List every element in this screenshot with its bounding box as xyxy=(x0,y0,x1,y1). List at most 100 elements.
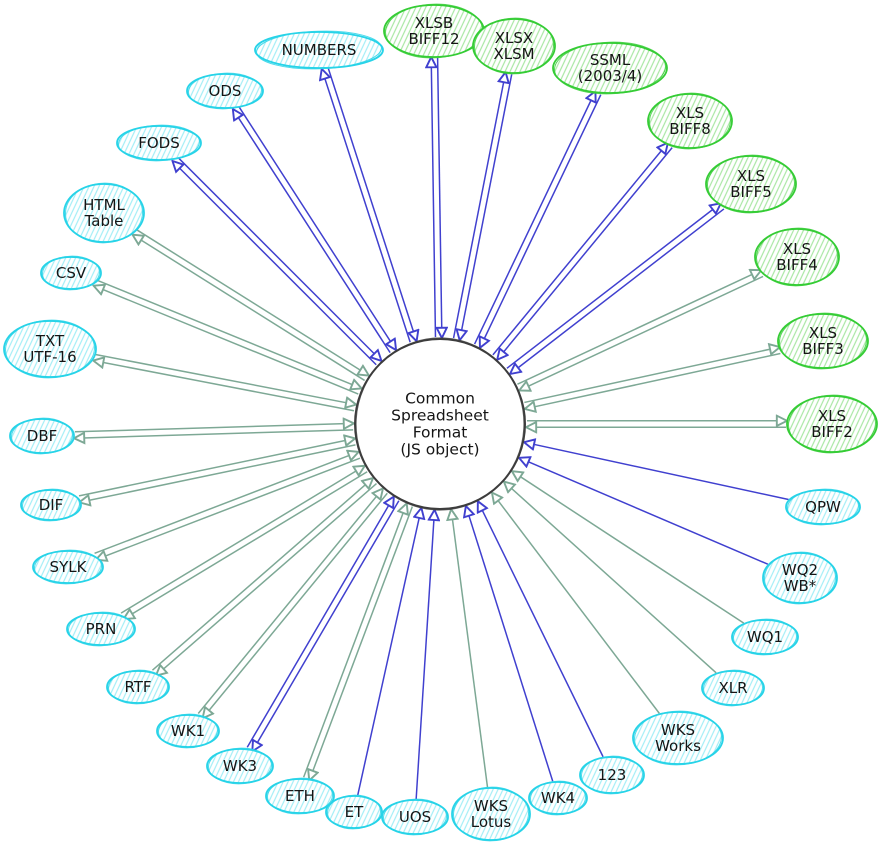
edge-write-wk3 xyxy=(253,500,400,751)
edge-read-xls-biff3 xyxy=(526,352,781,409)
edge-write-eth xyxy=(310,506,414,780)
node-wk3: WK3 xyxy=(206,747,274,785)
node-ellipse xyxy=(116,125,202,161)
node-ods: ODS xyxy=(186,72,264,110)
edge-read-fods xyxy=(177,156,381,360)
node-ellipse xyxy=(325,795,383,829)
node-label: SSML (2003/4) xyxy=(578,51,642,85)
node-ellipse-sketch xyxy=(188,72,262,110)
node-ellipse-sketch xyxy=(34,549,102,585)
edge-read-prn xyxy=(120,466,364,614)
edge-read-txt xyxy=(95,353,355,404)
edge-read-xls-biff4 xyxy=(520,275,764,390)
node-ellipse xyxy=(9,418,75,454)
node-ellipse-sketch xyxy=(108,669,168,705)
node-ellipse xyxy=(63,183,145,243)
node-ellipse xyxy=(647,93,733,149)
edge-read-xls-biff8 xyxy=(498,147,673,359)
node-label: NUMBERS xyxy=(282,41,357,59)
node-label: XLSX XLSM xyxy=(493,29,534,63)
node-ssml: SSML (2003/4) xyxy=(552,41,668,95)
node-xls-biff5: XLS BIFF5 xyxy=(705,154,797,214)
node-label: XLS BIFF3 xyxy=(802,324,844,358)
node-ellipse xyxy=(106,670,170,704)
center-label: Common Spreadsheet Format (JS object) xyxy=(391,390,489,459)
edge-read-ods xyxy=(238,106,396,349)
edge-write-dif xyxy=(80,444,356,502)
edge-read-dbf xyxy=(74,423,353,433)
edge-write-xlsb xyxy=(431,58,435,338)
node-label: ET xyxy=(345,803,364,821)
node-label: FODS xyxy=(138,134,180,152)
edge-read-xlsx xyxy=(460,74,513,339)
edge-write-prn xyxy=(124,471,368,619)
edge-read-dif xyxy=(78,439,354,497)
edge-read-eth xyxy=(302,504,407,778)
node-xls-biff2: XLS BIFF2 xyxy=(786,394,878,454)
edge-read-csv xyxy=(96,279,361,388)
node-ellipse xyxy=(381,799,449,835)
node-ellipse xyxy=(731,619,799,655)
node-ellipse-sketch xyxy=(42,255,100,291)
node-label: QPW xyxy=(805,498,841,516)
edge-write-xls-biff5 xyxy=(506,204,720,369)
edge-read-wk1 xyxy=(197,489,382,714)
edge-write-xls-biff8 xyxy=(492,144,667,356)
node-wk1: WK1 xyxy=(156,713,220,749)
node-label: UOS xyxy=(399,808,431,826)
node-xlsx: XLSX XLSM xyxy=(472,17,556,75)
node-ellipse xyxy=(762,552,838,604)
node-ellipse xyxy=(472,18,556,74)
edge-write-csv xyxy=(95,286,359,395)
node-ellipse xyxy=(254,31,384,69)
node-dif: DIF xyxy=(20,488,82,522)
node-ellipse-sketch xyxy=(787,488,859,526)
node-label: SYLK xyxy=(50,558,88,576)
node-ellipse-sketch xyxy=(327,794,381,830)
center-circle xyxy=(354,338,526,510)
node-ellipse xyxy=(754,228,840,286)
edges-layer xyxy=(74,58,789,800)
edge-write-dbf xyxy=(75,429,354,438)
node-ellipse xyxy=(528,781,588,815)
node-uos: UOS xyxy=(381,798,449,836)
node-label: XLS BIFF8 xyxy=(669,104,711,138)
node-label: WK1 xyxy=(171,722,205,740)
node-ellipse xyxy=(552,42,668,94)
node-ellipse-sketch xyxy=(65,182,143,244)
edge-write-ssml xyxy=(473,92,595,345)
node-ellipse-sketch xyxy=(68,611,134,647)
node-label: WQ1 xyxy=(747,628,783,646)
node-fods: FODS xyxy=(116,124,202,162)
edge-read-wq1 xyxy=(513,472,745,624)
node-ellipse-sketch xyxy=(779,312,867,370)
edge-write-html xyxy=(133,235,366,382)
node-wks-lotus: WKS Lotus xyxy=(451,786,531,842)
edge-read-wks-works xyxy=(493,493,660,714)
node-label: XLR xyxy=(718,679,747,697)
node-wk4: WK4 xyxy=(528,780,588,816)
node-ellipse-sketch xyxy=(530,780,586,816)
node-numbers: NUMBERS xyxy=(254,30,384,70)
node-ellipse xyxy=(701,670,765,706)
node-xls-biff3: XLS BIFF3 xyxy=(777,312,869,370)
node-label: TXT UTF-16 xyxy=(23,332,76,366)
node-wq1: WQ1 xyxy=(731,618,799,656)
edge-read-uos xyxy=(415,511,434,800)
edge-read-n123 xyxy=(478,502,604,758)
node-ellipse xyxy=(777,313,869,369)
node-ellipse-sketch xyxy=(5,319,95,379)
node-ellipse xyxy=(632,711,724,765)
node-ellipse xyxy=(3,320,97,378)
node-ellipse-sketch xyxy=(453,786,529,842)
node-label: WK4 xyxy=(541,789,575,807)
node-label: ODS xyxy=(209,82,242,100)
node-label: WKS Lotus xyxy=(471,797,512,831)
node-ellipse-sketch xyxy=(707,154,795,214)
node-ellipse-sketch xyxy=(733,618,797,656)
node-ellipse xyxy=(66,612,136,646)
node-label: ETH xyxy=(285,787,315,805)
edge-write-txt xyxy=(94,361,355,412)
node-dbf: DBF xyxy=(9,417,75,455)
